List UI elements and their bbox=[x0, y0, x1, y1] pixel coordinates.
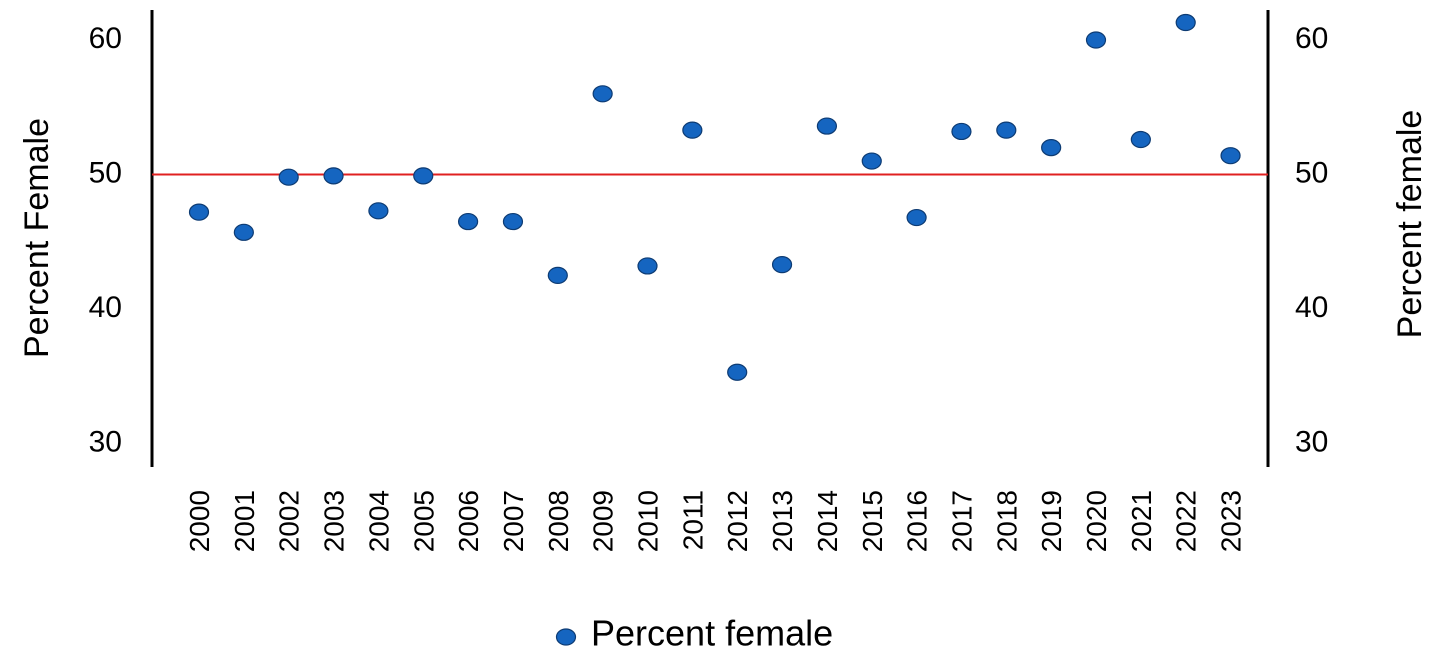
x-tick-label: 2007 bbox=[498, 490, 529, 552]
legend-label: Percent female bbox=[591, 613, 833, 654]
data-point bbox=[727, 363, 748, 381]
x-tick-label: 2005 bbox=[408, 490, 439, 552]
y-tick-labels: 30 30 40 40 50 50 60 60 bbox=[89, 22, 1329, 459]
data-point bbox=[637, 257, 658, 275]
x-tick-label: 2009 bbox=[588, 490, 619, 552]
x-tick-label: 2003 bbox=[319, 490, 350, 552]
y-axis-title-left: Percent Female bbox=[18, 118, 56, 358]
data-point bbox=[592, 85, 613, 103]
data-point bbox=[323, 167, 344, 185]
x-tick-label: 2016 bbox=[902, 490, 933, 552]
x-tick-label: 2006 bbox=[453, 490, 484, 552]
axes bbox=[150, 10, 1270, 467]
axis-titles: Percent Female Percent female bbox=[18, 110, 1429, 358]
y-tick-label-left: 30 bbox=[89, 425, 122, 458]
data-point bbox=[458, 212, 479, 231]
y-axis-title-right: Percent female bbox=[1391, 110, 1429, 339]
x-tick-label: 2011 bbox=[677, 490, 708, 550]
x-tick-label: 2019 bbox=[1036, 490, 1067, 552]
data-point bbox=[502, 212, 524, 231]
x-tick-label: 2014 bbox=[812, 490, 843, 552]
data-point bbox=[547, 266, 568, 284]
data-point bbox=[906, 208, 927, 227]
x-tick-label: 2015 bbox=[857, 490, 888, 552]
x-tick-label: 2008 bbox=[543, 490, 574, 552]
y-tick-label-left: 40 bbox=[89, 291, 122, 324]
y-tick-label-right: 40 bbox=[1295, 291, 1328, 324]
x-tick-label: 2010 bbox=[633, 490, 664, 552]
x-tick-label: 2001 bbox=[229, 490, 260, 552]
x-tick-label: 2022 bbox=[1171, 490, 1202, 552]
y-tick-label-right: 50 bbox=[1295, 156, 1328, 189]
data-point bbox=[368, 202, 389, 220]
x-tick-label: 2023 bbox=[1216, 490, 1247, 552]
x-tick-label: 2000 bbox=[184, 490, 215, 552]
x-tick-label: 2004 bbox=[363, 490, 394, 552]
data-point bbox=[1130, 130, 1151, 149]
data-point bbox=[1085, 31, 1107, 49]
x-tick-labels: 2000 2001 2002 2003 2004 2005 2006 2007 2008 2009… bbox=[184, 490, 1247, 552]
x-tick-label: 2012 bbox=[722, 490, 753, 552]
x-tick-label: 2018 bbox=[991, 490, 1022, 552]
data-point bbox=[233, 223, 254, 241]
data-point bbox=[278, 168, 299, 186]
data-point bbox=[413, 167, 434, 185]
y-tick-label-left: 50 bbox=[89, 156, 122, 189]
x-tick-label: 2020 bbox=[1081, 490, 1112, 552]
legend: Percent female bbox=[555, 613, 833, 654]
data-points bbox=[188, 13, 1241, 381]
x-tick-label: 2002 bbox=[274, 490, 305, 552]
data-point bbox=[771, 256, 793, 274]
data-point bbox=[816, 117, 838, 135]
legend-marker bbox=[555, 628, 577, 646]
data-point bbox=[1041, 139, 1062, 157]
y-tick-label-right: 60 bbox=[1295, 22, 1328, 55]
y-tick-label-right: 30 bbox=[1295, 425, 1328, 458]
data-point bbox=[1175, 13, 1196, 32]
data-point bbox=[996, 121, 1017, 139]
data-point bbox=[951, 122, 972, 141]
x-tick-label: 2021 bbox=[1126, 490, 1157, 552]
data-point bbox=[188, 203, 210, 221]
data-point bbox=[861, 152, 882, 170]
x-tick-label: 2013 bbox=[767, 490, 798, 552]
data-point bbox=[1220, 147, 1241, 165]
y-tick-label-left: 60 bbox=[89, 22, 122, 55]
x-tick-label: 2017 bbox=[946, 490, 977, 552]
data-point bbox=[682, 121, 703, 139]
